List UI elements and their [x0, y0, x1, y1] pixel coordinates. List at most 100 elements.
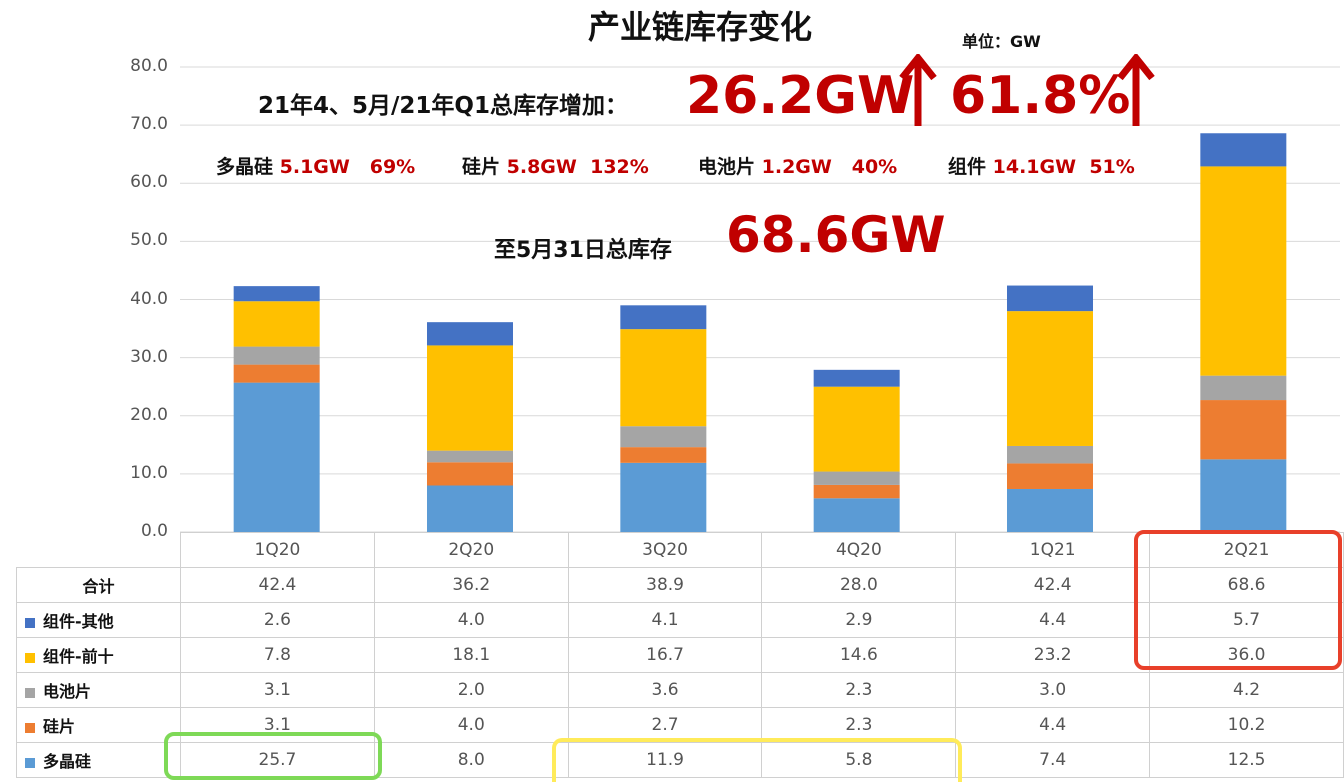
bar-segment	[427, 450, 513, 463]
bar-segment	[813, 369, 900, 387]
table-cell: 5.8	[761, 742, 957, 778]
annotation-increase-label: 21年4、5月/21年Q1总库存增加：	[258, 93, 628, 119]
y-tick-label: 70.0	[130, 114, 168, 135]
annotation-item-polysilicon: 多晶硅 5.1GW 69%	[216, 156, 416, 178]
table-cell: 11.9	[567, 742, 763, 778]
bar-segment	[1007, 463, 1093, 489]
table-cell: 42.4	[955, 567, 1151, 603]
up-arrow-icon	[1117, 54, 1155, 126]
table-cell: 42.4	[180, 567, 375, 603]
table-row: 电池片 3.1 2.0 3.6 2.3 3.0 4.2	[15, 672, 1344, 708]
annotation-item-cell: 电池片 1.2GW 40%	[698, 156, 898, 178]
legend-swatch	[25, 687, 35, 698]
table-cell: 28.0	[761, 567, 957, 603]
category-label: 1Q21	[955, 532, 1151, 568]
table-cell: 23.2	[955, 637, 1151, 673]
row-header-total: 合计	[15, 567, 182, 603]
table-row: 多晶硅 25.7 8.0 11.9 5.8 7.4 12.5	[15, 742, 1344, 778]
table-cell: 3.0	[955, 672, 1151, 708]
table-row: 硅片 3.1 4.0 2.7 2.3 4.4 10.2	[15, 707, 1344, 743]
bar-segment	[427, 345, 513, 451]
bar-segment	[1200, 375, 1287, 401]
bar-segment	[1200, 166, 1287, 376]
table-cell: 4.1	[567, 602, 763, 638]
legend-swatch	[25, 652, 35, 663]
annotation-total-value: 68.6GW	[726, 206, 946, 264]
chart-title: 产业链库存变化	[587, 8, 812, 46]
table-cell: 14.6	[761, 637, 957, 673]
annotation-increase-value: 26.2GW	[686, 66, 915, 126]
y-tick-label: 80.0	[130, 56, 168, 76]
up-arrow-icon	[899, 54, 937, 126]
bar-segment	[1200, 133, 1287, 167]
table-cell: 12.5	[1149, 742, 1344, 778]
bar-segment	[813, 498, 900, 532]
table-cell: 25.7	[180, 742, 375, 778]
row-header: 组件-其他	[15, 602, 182, 638]
legend-label: 多晶硅	[43, 752, 92, 771]
annotation-total-label: 至5月31日总库存	[494, 238, 672, 263]
table-cell: 2.0	[373, 672, 569, 708]
table-corner	[17, 533, 181, 568]
table-row: 合计 42.4 36.2 38.9 28.0 42.4 68.6	[15, 567, 1344, 603]
data-table: 1Q20 2Q20 3Q20 4Q20 1Q21 2Q21 合计 42.4 36.2 38.9 28…	[15, 532, 1344, 778]
table-cell: 8.0	[373, 742, 569, 778]
row-header: 电池片	[15, 672, 182, 708]
bar-segment	[233, 346, 320, 365]
table-cell: 3.6	[567, 672, 763, 708]
category-label: 4Q20	[761, 532, 957, 568]
bar-segment	[1007, 285, 1093, 312]
table-header-row: 1Q20 2Q20 3Q20 4Q20 1Q21 2Q21	[17, 532, 1344, 568]
table-cell: 10.2	[1149, 707, 1344, 743]
bar-segment	[620, 447, 707, 463]
bar-segment	[1007, 488, 1093, 532]
legend-swatch	[25, 757, 35, 768]
bar-segment	[1200, 400, 1287, 460]
table-cell: 7.4	[955, 742, 1151, 778]
legend-label: 组件-其他	[43, 612, 114, 631]
category-label: 3Q20	[567, 532, 763, 568]
table-cell: 38.9	[567, 567, 763, 603]
y-tick-label: 60.0	[130, 172, 168, 193]
bar-segment	[233, 301, 320, 347]
table-cell: 4.2	[1149, 672, 1344, 708]
y-tick-label: 0.0	[140, 521, 168, 541]
table-cell: 3.1	[180, 672, 375, 708]
legend-label: 硅片	[43, 717, 76, 736]
highlight-box-red	[1134, 530, 1342, 670]
table-cell: 2.3	[761, 707, 957, 743]
table-cell: 4.0	[373, 707, 569, 743]
y-tick-label: 30.0	[130, 346, 168, 367]
row-header: 多晶硅	[15, 742, 182, 778]
legend-label: 电池片	[43, 682, 92, 701]
bar-segment	[813, 386, 900, 472]
bar-segment	[427, 322, 513, 346]
annotation-increase-pct: 61.8%	[950, 66, 1131, 126]
table-cell: 4.4	[955, 602, 1151, 638]
bar-segment	[620, 305, 707, 330]
y-tick-label: 50.0	[130, 230, 168, 251]
unit-label: 单位：GW	[962, 32, 1041, 51]
bar-segment	[233, 364, 320, 383]
bar-segment	[813, 484, 900, 499]
category-label: 2Q20	[373, 532, 569, 568]
table-cell: 68.6	[1149, 567, 1344, 603]
table-cell: 4.0	[373, 602, 569, 638]
table-cell: 18.1	[373, 637, 569, 673]
bar-segment	[620, 329, 707, 427]
annotation-item-wafer: 硅片 5.8GW 132%	[462, 156, 649, 178]
table-cell: 3.1	[180, 707, 375, 743]
y-tick-label: 40.0	[130, 288, 168, 309]
annotation-item-module: 组件 14.1GW 51%	[948, 156, 1135, 178]
table-cell: 2.9	[761, 602, 957, 638]
highlight-box-yellow	[552, 738, 962, 782]
bar-segment	[427, 485, 513, 532]
table-row: 组件-其他 2.6 4.0 4.1 2.9 4.4 5.7	[15, 602, 1344, 638]
bar-segment	[813, 471, 900, 485]
table-cell: 2.3	[761, 672, 957, 708]
bar-segment	[1007, 311, 1093, 446]
bar-segment	[1200, 459, 1287, 532]
table-cell: 2.7	[567, 707, 763, 743]
highlight-box-green	[164, 732, 382, 780]
